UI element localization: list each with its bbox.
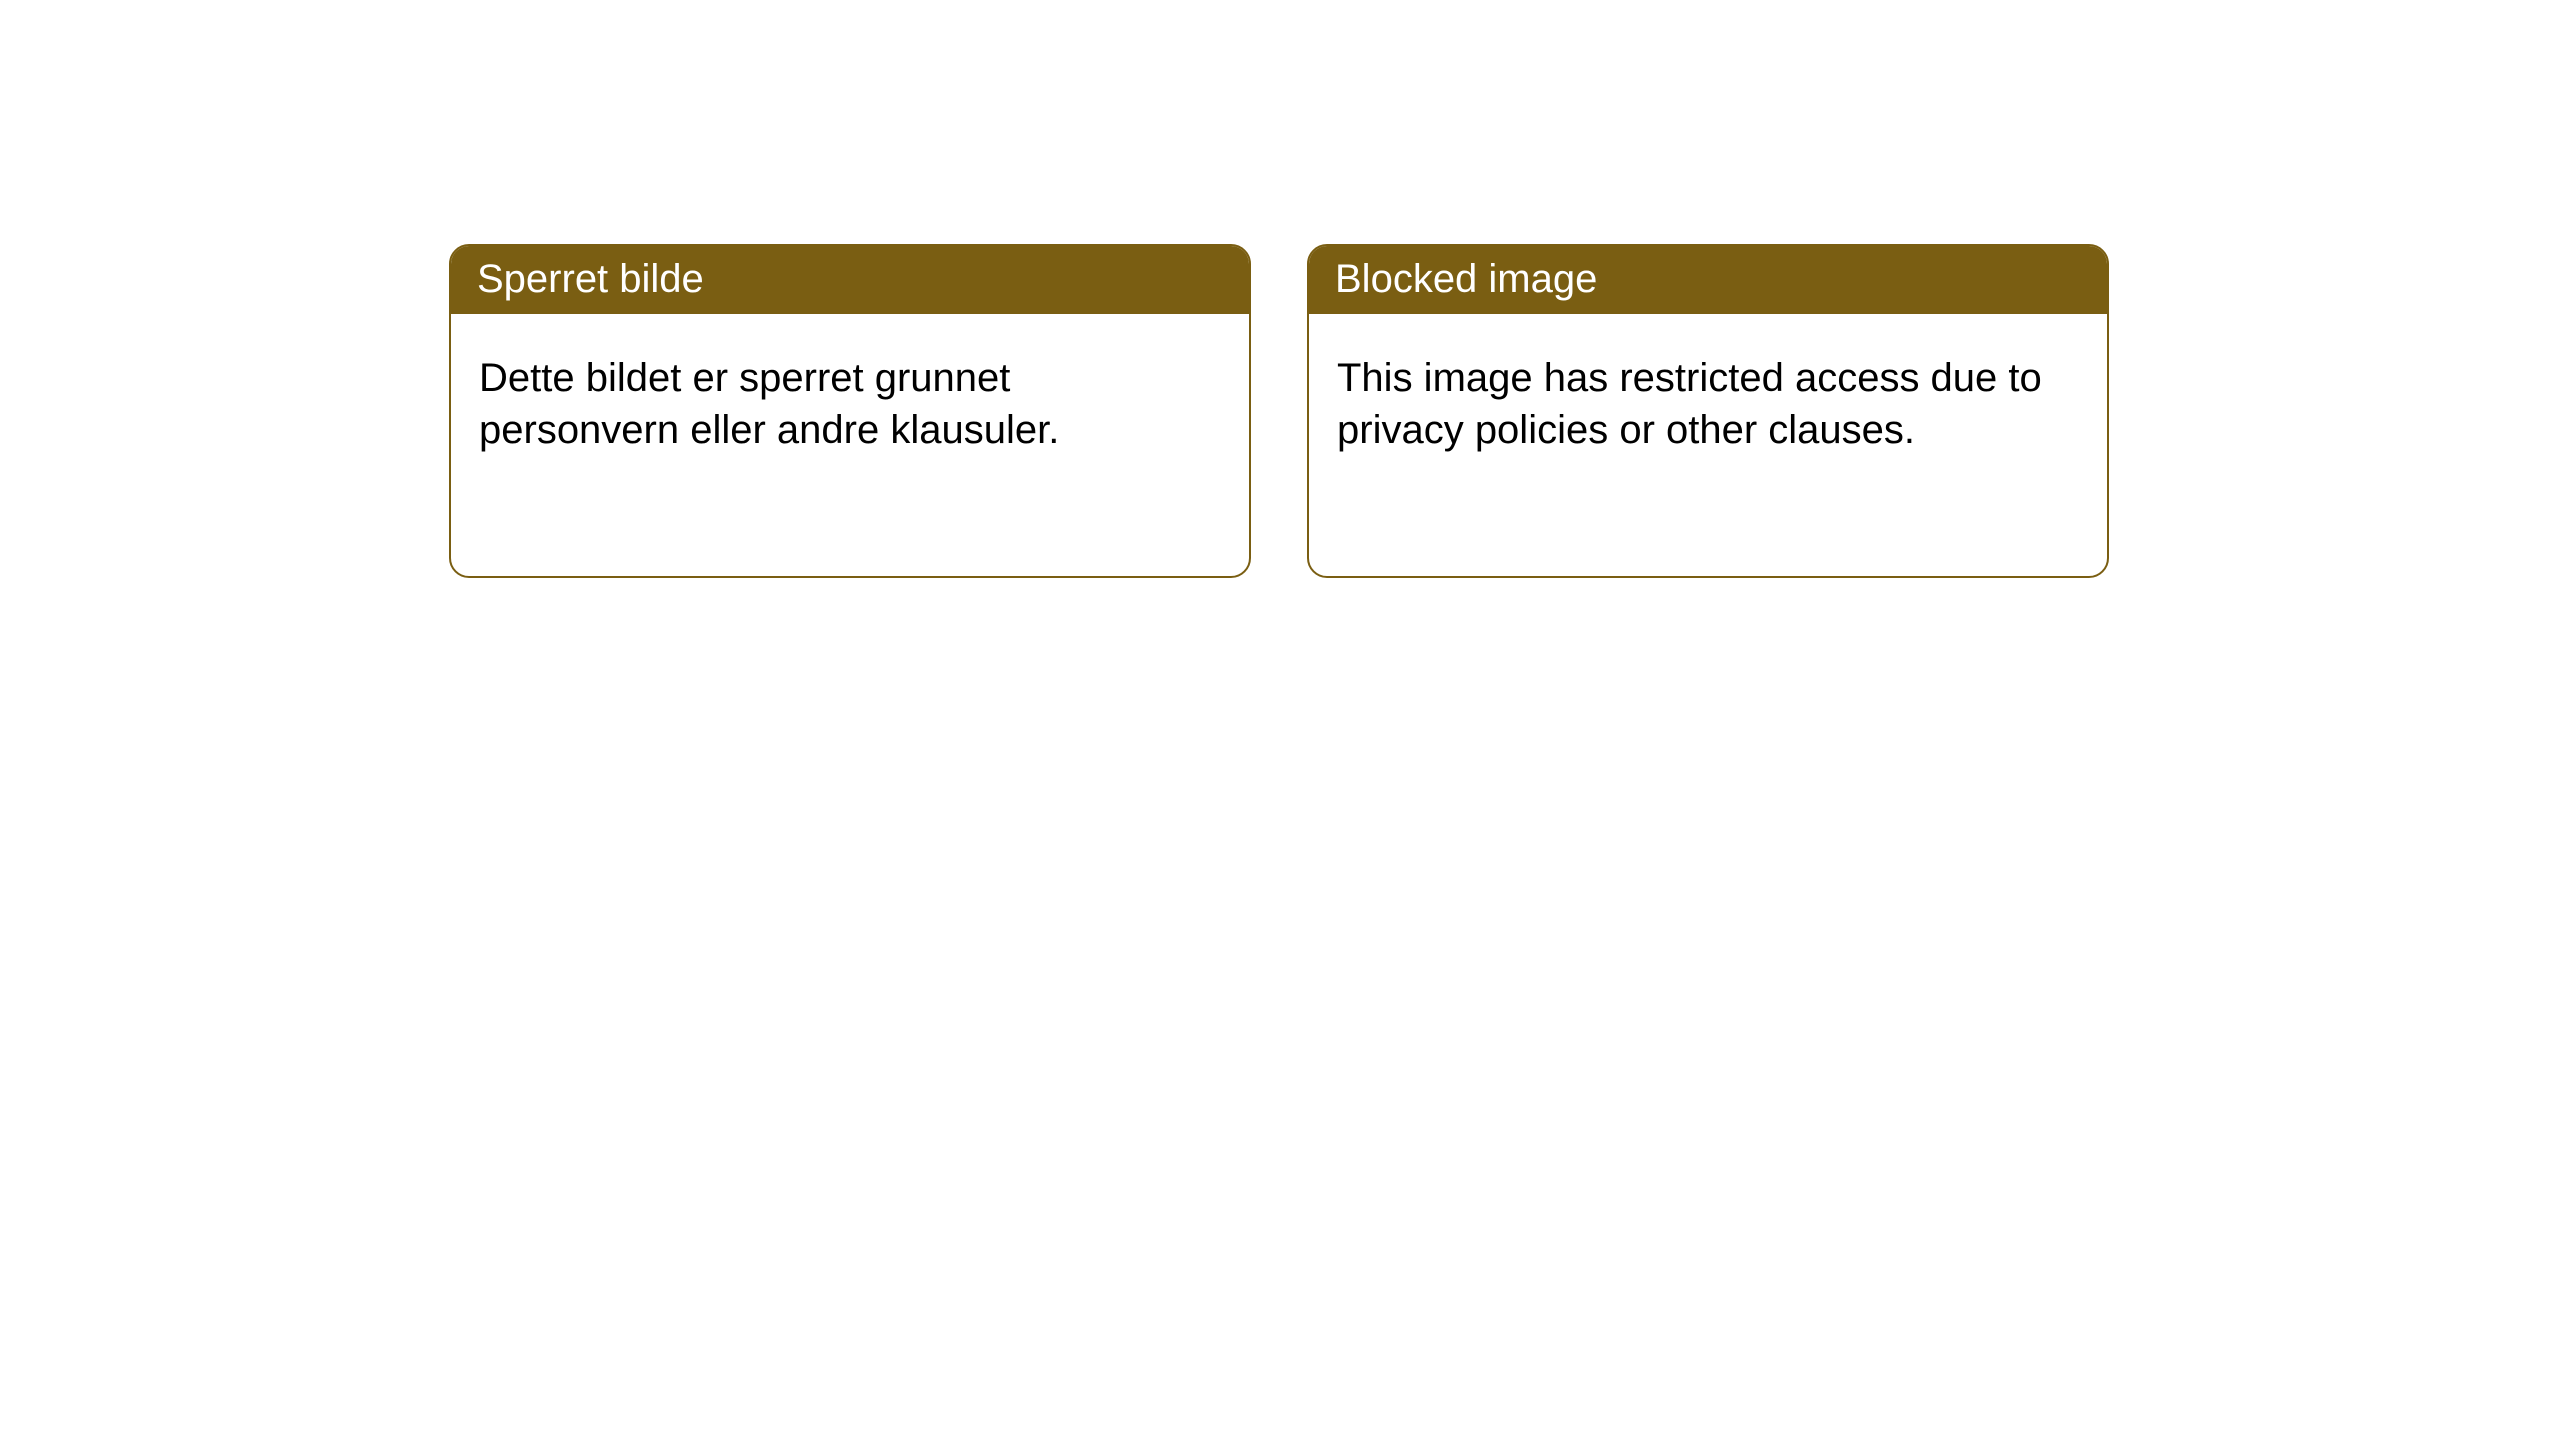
notice-body: This image has restricted access due to … [1309,314,2107,484]
notice-card-english: Blocked image This image has restricted … [1307,244,2109,578]
notice-card-norwegian: Sperret bilde Dette bildet er sperret gr… [449,244,1251,578]
notice-body: Dette bildet er sperret grunnet personve… [451,314,1249,484]
notice-header: Sperret bilde [451,246,1249,314]
notice-container: Sperret bilde Dette bildet er sperret gr… [0,0,2560,578]
notice-header: Blocked image [1309,246,2107,314]
